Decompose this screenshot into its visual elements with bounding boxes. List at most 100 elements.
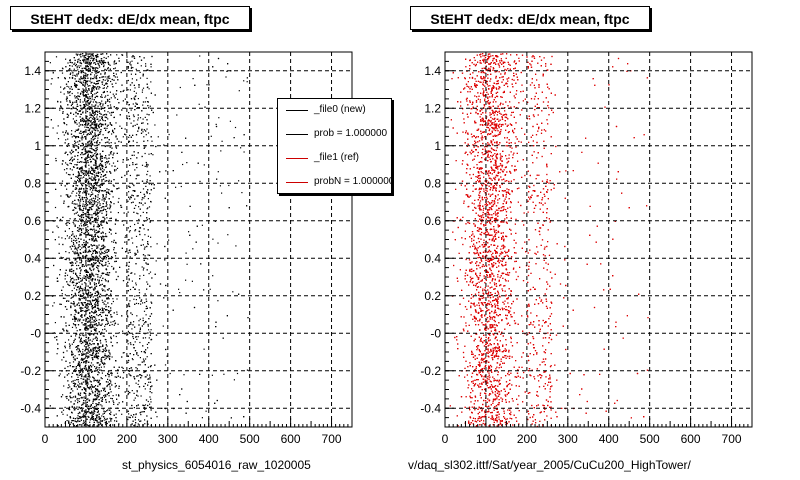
scatter-point bbox=[109, 204, 111, 206]
scatter-point bbox=[74, 95, 76, 97]
scatter-point bbox=[74, 325, 77, 327]
scatter-point bbox=[73, 209, 75, 211]
scatter-point bbox=[79, 198, 82, 200]
scatter-point bbox=[94, 113, 96, 115]
scatter-point bbox=[88, 325, 90, 327]
scatter-point bbox=[101, 357, 103, 359]
scatter-point bbox=[83, 232, 85, 235]
scatter-point bbox=[93, 171, 95, 173]
scatter-point bbox=[87, 155, 89, 157]
scatter-point bbox=[101, 184, 103, 186]
scatter-point bbox=[107, 373, 109, 376]
scatter-point bbox=[111, 165, 113, 167]
scatter-point bbox=[145, 298, 147, 300]
scatter-point bbox=[96, 55, 98, 57]
scatter-point bbox=[84, 153, 86, 155]
scatter-point bbox=[107, 79, 109, 81]
scatter-point bbox=[74, 258, 77, 260]
scatter-point bbox=[111, 303, 113, 305]
scatter-point bbox=[102, 119, 104, 122]
scatter-point bbox=[101, 310, 103, 312]
scatter-point bbox=[109, 217, 111, 220]
scatter-point bbox=[69, 162, 71, 164]
scatter-point bbox=[79, 318, 81, 320]
scatter-point bbox=[92, 87, 95, 89]
scatter-point bbox=[99, 420, 101, 422]
scatter-point bbox=[90, 274, 92, 276]
scatter-point bbox=[59, 373, 61, 375]
scatter-point bbox=[103, 258, 105, 260]
scatter-point bbox=[76, 242, 78, 244]
scatter-point bbox=[108, 306, 110, 308]
scatter-point bbox=[71, 405, 73, 407]
scatter-point bbox=[78, 394, 80, 396]
scatter-point bbox=[79, 412, 81, 414]
scatter-point bbox=[94, 408, 96, 410]
scatter-point bbox=[74, 369, 76, 371]
scatter-point bbox=[84, 124, 86, 126]
scatter-point bbox=[73, 158, 75, 160]
scatter-point bbox=[88, 117, 90, 119]
scatter-point bbox=[118, 332, 120, 334]
scatter-point bbox=[92, 376, 94, 378]
scatter-point bbox=[94, 176, 97, 178]
scatter-point bbox=[79, 341, 81, 343]
scatter-point bbox=[88, 218, 90, 220]
scatter-point bbox=[84, 323, 86, 325]
scatter-point bbox=[93, 99, 95, 101]
scatter-point bbox=[148, 153, 150, 155]
scatter-point bbox=[76, 203, 78, 205]
scatter-point bbox=[136, 390, 138, 392]
scatter-point bbox=[93, 347, 95, 349]
scatter-point bbox=[126, 56, 128, 58]
scatter-point bbox=[90, 187, 92, 189]
scatter-point bbox=[88, 411, 90, 413]
scatter-point bbox=[96, 222, 98, 224]
scatter-point bbox=[73, 284, 75, 286]
scatter-point bbox=[114, 386, 116, 388]
scatter-point bbox=[131, 313, 133, 316]
scatter-point bbox=[104, 107, 106, 109]
scatter-point bbox=[90, 407, 93, 409]
scatter-point bbox=[90, 277, 92, 279]
scatter-point bbox=[148, 329, 150, 331]
scatter-point bbox=[225, 76, 227, 78]
scatter-point bbox=[113, 241, 115, 243]
scatter-point bbox=[92, 406, 94, 408]
scatter-point bbox=[69, 386, 71, 388]
scatter-point bbox=[232, 291, 234, 293]
scatter-point bbox=[89, 300, 91, 302]
scatter-point bbox=[100, 53, 102, 55]
scatter-point bbox=[183, 374, 185, 376]
scatter-point bbox=[87, 214, 89, 216]
scatter-point bbox=[87, 300, 89, 302]
scatter-point bbox=[149, 406, 151, 408]
scatter-point bbox=[101, 331, 103, 333]
scatter-point bbox=[91, 185, 93, 187]
scatter-point bbox=[61, 293, 63, 295]
scatter-point bbox=[97, 245, 99, 247]
scatter-point bbox=[99, 363, 101, 365]
scatter-point bbox=[112, 395, 114, 397]
scatter-point bbox=[76, 357, 78, 359]
scatter-point bbox=[110, 54, 112, 56]
scatter-point bbox=[119, 125, 121, 127]
scatter-point bbox=[112, 196, 114, 198]
scatter-point bbox=[86, 59, 89, 61]
scatter-point bbox=[94, 355, 96, 357]
scatter-point bbox=[103, 183, 105, 185]
scatter-point bbox=[86, 328, 88, 330]
scatter-point bbox=[74, 395, 76, 397]
scatter-point bbox=[93, 262, 95, 264]
scatter-point bbox=[94, 353, 97, 355]
scatter-point bbox=[85, 323, 87, 325]
scatter-point bbox=[115, 394, 117, 396]
scatter-point bbox=[96, 77, 98, 79]
scatter-point bbox=[88, 56, 90, 58]
scatter-point bbox=[147, 400, 149, 403]
scatter-point bbox=[211, 374, 213, 376]
scatter-point bbox=[72, 382, 74, 384]
scatter-point bbox=[88, 170, 90, 172]
scatter-point bbox=[93, 412, 95, 415]
scatter-point bbox=[78, 374, 80, 376]
